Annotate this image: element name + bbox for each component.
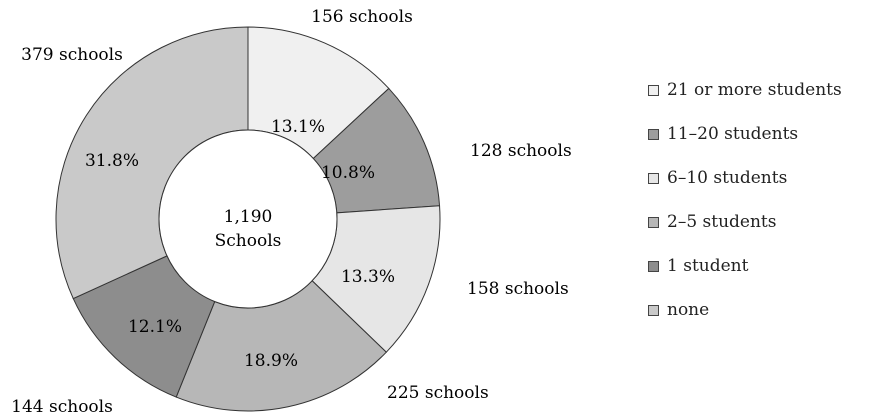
legend-label: 2–5 students <box>667 212 777 232</box>
legend-item: none <box>648 288 842 332</box>
count-label-4: 144 schools <box>11 397 113 417</box>
legend-label: 11–20 students <box>667 124 799 144</box>
count-label-1: 128 schools <box>470 141 572 161</box>
legend-label: 1 student <box>667 256 749 276</box>
slices-group <box>55 26 441 412</box>
legend-item: 11–20 students <box>648 112 842 156</box>
legend-label: 6–10 students <box>667 168 788 188</box>
count-labels: 156 schools 128 schools 158 schools 225 sch… <box>11 7 572 417</box>
count-label-0: 156 schools <box>311 7 413 27</box>
legend-swatch <box>648 304 659 316</box>
percent-label-3: 18.9% <box>244 351 298 371</box>
legend-label: 21 or more students <box>667 80 842 100</box>
percent-label-5: 31.8% <box>85 151 139 171</box>
legend: 21 or more students 11–20 students 6–10 st… <box>648 68 842 332</box>
count-label-5: 379 schools <box>21 45 123 65</box>
percent-label-1: 10.8% <box>321 163 375 183</box>
percent-label-4: 12.1% <box>128 317 182 337</box>
legend-item: 1 student <box>648 244 842 288</box>
count-label-2: 158 schools <box>467 279 569 299</box>
count-label-3: 225 schools <box>387 383 489 403</box>
center-label: 1,190 Schools <box>215 207 282 251</box>
legend-swatch <box>648 260 659 272</box>
donut-hole <box>158 129 338 309</box>
legend-swatch <box>648 84 659 96</box>
legend-item: 21 or more students <box>648 68 842 112</box>
percent-labels: 13.1% 10.8% 13.3% 18.9% 12.1% 31.8% <box>85 117 395 371</box>
legend-item: 2–5 students <box>648 200 842 244</box>
percent-label-2: 13.3% <box>341 267 395 287</box>
percent-label-0: 13.1% <box>271 117 325 137</box>
legend-item: 6–10 students <box>648 156 842 200</box>
legend-label: none <box>667 300 710 320</box>
legend-swatch <box>648 172 659 184</box>
center-caption: Schools <box>215 231 282 251</box>
center-total: 1,190 <box>224 207 273 227</box>
legend-swatch <box>648 128 659 140</box>
legend-swatch <box>648 216 659 228</box>
